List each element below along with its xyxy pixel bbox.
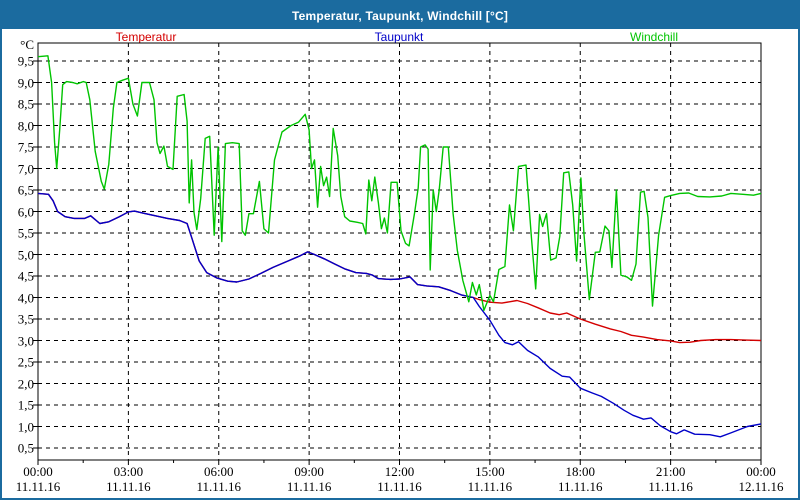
- x-tick-date-label: 11.11.16: [196, 479, 242, 494]
- y-axis-unit-label: °C: [20, 37, 34, 52]
- x-tick-date-label: 11.11.16: [106, 479, 151, 494]
- x-tick-time-label: 03:00: [113, 464, 144, 479]
- y-tick-label: 3,5: [17, 311, 34, 327]
- x-tick-time-label: 06:00: [203, 464, 234, 479]
- x-tick-date-label: 11.11.16: [557, 479, 603, 494]
- y-tick-label: 2,0: [17, 376, 34, 391]
- plot-border: [37, 42, 762, 461]
- y-tick-label: 5,5: [17, 225, 34, 241]
- x-tick-time-label: 00:00: [746, 464, 776, 479]
- window-titlebar: Temperatur, Taupunkt, Windchill [°C]: [2, 2, 798, 29]
- x-tick-time-label: 00:00: [23, 464, 53, 479]
- y-tick-label: 3,0: [17, 333, 34, 348]
- x-tick-date-label: 11.11.16: [467, 479, 513, 494]
- y-tick-label: 5,0: [17, 247, 34, 262]
- y-tick-label: 1,0: [17, 419, 34, 434]
- series-taupunkt: [37, 192, 762, 438]
- x-tick-time-label: 12:00: [384, 464, 415, 479]
- series-windchill: [37, 55, 762, 312]
- y-tick-label: 6,0: [17, 204, 34, 219]
- y-tick-label: 7,0: [17, 161, 34, 176]
- y-tick-label: 9,0: [17, 75, 34, 90]
- x-tick-time-label: 15:00: [475, 464, 505, 479]
- y-tick-label: 8,5: [17, 96, 34, 112]
- y-tick-label: 4,0: [17, 290, 34, 305]
- x-tick-time-label: 21:00: [655, 464, 686, 479]
- y-tick-label: 0,5: [17, 440, 34, 456]
- x-tick-date-label: 11.11.16: [377, 479, 422, 494]
- x-tick-date-label: 11.11.16: [15, 479, 61, 494]
- x-tick-time-label: 18:00: [565, 464, 596, 479]
- x-tick-date-label: 12.11.16: [738, 479, 784, 494]
- legend-windchill: Windchill: [629, 30, 679, 44]
- y-tick-label: 4,5: [17, 268, 34, 284]
- y-tick-label: 9,5: [17, 53, 34, 69]
- y-tick-label: 1,5: [17, 397, 34, 413]
- legend-taupunkt: Taupunkt: [374, 30, 424, 44]
- y-tick-label: 6,5: [17, 182, 34, 198]
- x-tick-date-label: 11.11.16: [648, 479, 693, 494]
- x-tick-time-label: 09:00: [294, 464, 324, 479]
- y-tick-label: 7,5: [17, 139, 34, 155]
- x-tick-date-label: 11.11.16: [286, 479, 332, 494]
- y-tick-label: 2,5: [17, 354, 34, 370]
- legend-temperatur: Temperatur: [115, 30, 177, 44]
- window-title: Temperatur, Taupunkt, Windchill [°C]: [291, 8, 509, 23]
- y-tick-label: 8,0: [17, 118, 34, 133]
